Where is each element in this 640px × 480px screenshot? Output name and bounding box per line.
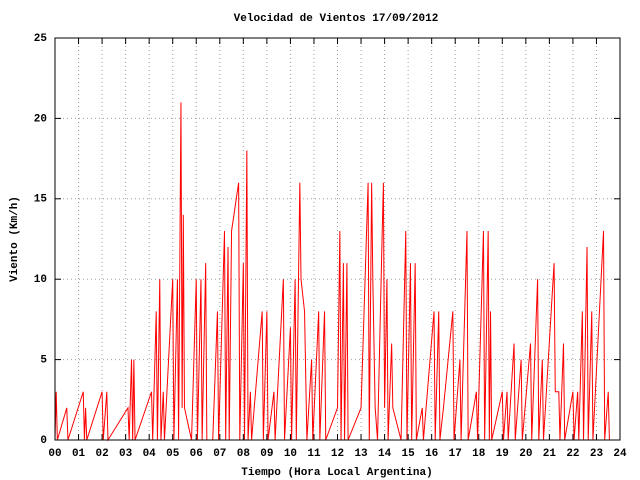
x-tick-label: 10	[284, 448, 297, 460]
y-tick-label: 20	[34, 113, 47, 125]
x-tick-label: 14	[378, 448, 392, 460]
x-tick-label: 16	[425, 448, 438, 460]
x-tick-label: 02	[95, 448, 108, 460]
x-tick-label: 15	[402, 448, 416, 460]
x-axis-label: Tiempo (Hora Local Argentina)	[241, 467, 432, 479]
x-tick-label: 11	[307, 448, 321, 460]
x-tick-label: 03	[119, 448, 133, 460]
x-tick-label: 23	[590, 448, 604, 460]
x-tick-label: 18	[472, 448, 486, 460]
data-line	[54, 102, 610, 442]
x-tick-label: 07	[213, 448, 226, 460]
x-tick-label: 04	[143, 448, 157, 460]
y-tick-label: 0	[40, 435, 47, 447]
y-tick-label: 5	[40, 355, 47, 367]
x-tick-label: 05	[166, 448, 180, 460]
x-tick-label: 00	[48, 448, 61, 460]
x-tick-label: 24	[613, 448, 627, 460]
x-tick-label: 08	[237, 448, 251, 460]
x-tick-label: 21	[543, 448, 557, 460]
x-tick-label: 22	[566, 448, 579, 460]
plot-frame	[54, 37, 621, 441]
y-axis-label: Viento (Km/h)	[9, 196, 21, 282]
x-tick-label: 20	[519, 448, 532, 460]
x-tick-label: 12	[331, 448, 344, 460]
x-tick-label: 13	[354, 448, 368, 460]
chart-title: Velocidad de Vientos 17/09/2012	[234, 13, 439, 25]
x-tick-label: 09	[260, 448, 273, 460]
y-tick-label: 10	[34, 274, 47, 286]
x-tick-label: 19	[496, 448, 509, 460]
x-tick-label: 01	[72, 448, 86, 460]
x-tick-label: 06	[190, 448, 203, 460]
y-tick-label: 15	[34, 194, 48, 206]
x-tick-label: 17	[449, 448, 462, 460]
y-tick-label: 25	[34, 33, 48, 45]
